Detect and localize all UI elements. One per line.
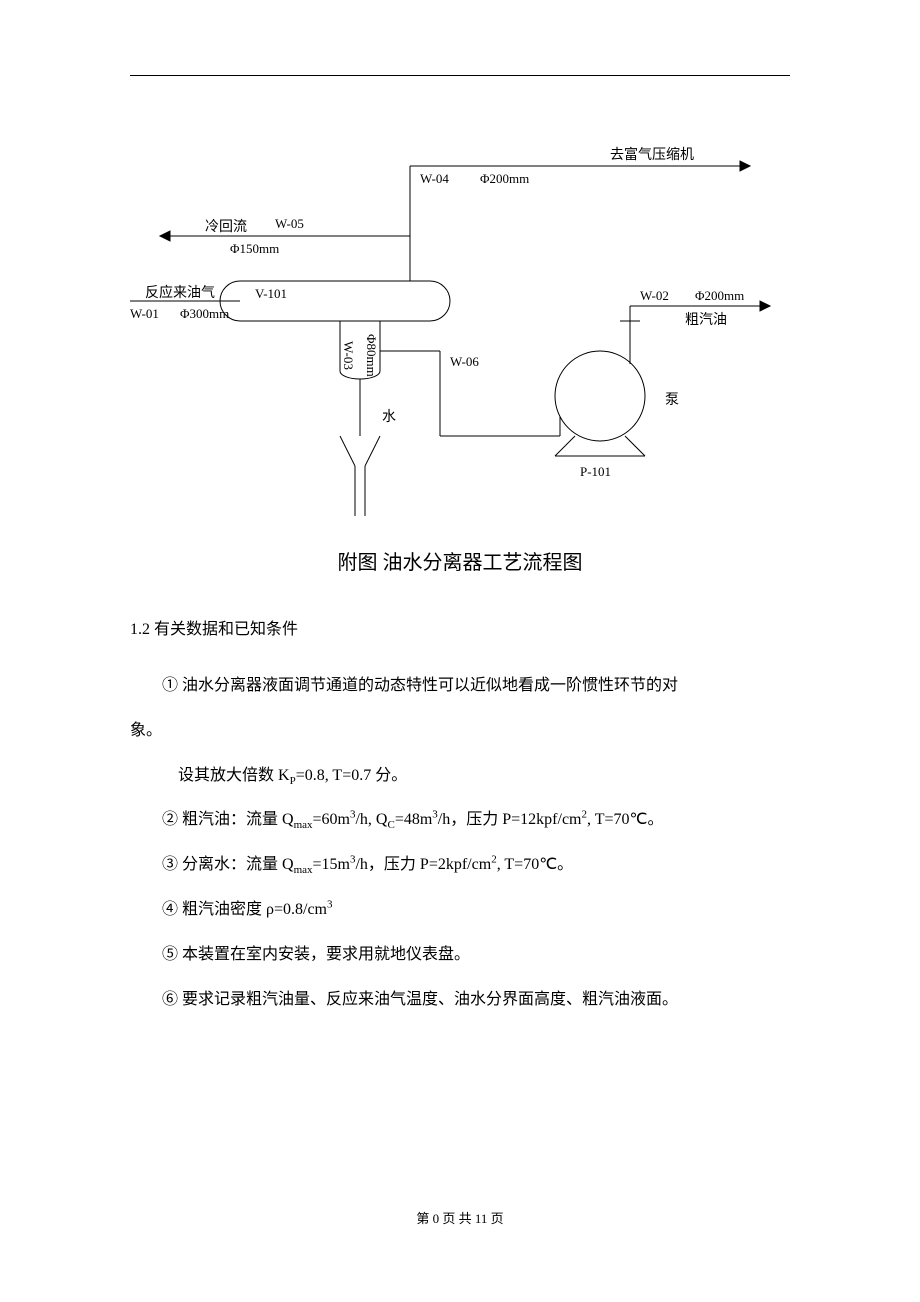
item2-sub1: max xyxy=(294,820,313,832)
item3-suffix: , T=70℃。 xyxy=(497,856,573,873)
item-1-line3: 设其放大倍数 KP=0.8, T=0.7 分。 xyxy=(130,754,790,799)
label-phi200-2: Φ200mm xyxy=(695,288,744,304)
item3-sub1: max xyxy=(294,864,313,876)
item3-mid2: /h，压力 P=2kpf/cm xyxy=(355,856,491,873)
label-phi200-1: Φ200mm xyxy=(480,171,529,187)
label-phi300: Φ300mm xyxy=(180,306,229,322)
label-pump: 泵 xyxy=(665,389,679,409)
section-heading: 1.2 有关数据和已知条件 xyxy=(130,615,790,639)
item2-mid1: =60m xyxy=(313,811,350,828)
page-footer: 第 0 页 共 11 页 xyxy=(0,1208,920,1227)
label-reaction-gas: 反应来油气 xyxy=(145,282,215,302)
item-1-line2: 象。 xyxy=(130,709,790,754)
item2-suffix: , T=70℃。 xyxy=(587,811,663,828)
label-w01: W-01 xyxy=(130,306,159,322)
label-top-arrow: 去富气压缩机 xyxy=(610,144,694,164)
label-w04: W-04 xyxy=(420,171,449,187)
item3-mid1: =15m xyxy=(313,856,350,873)
label-crude-oil: 粗汽油 xyxy=(685,309,727,329)
item2-sub2: C xyxy=(387,820,394,832)
label-v101: V-101 xyxy=(255,286,287,302)
process-flow-diagram: 去富气压缩机 W-04 Φ200mm 冷回流 W-05 Φ150mm 反应来油气… xyxy=(130,106,790,536)
label-p101: P-101 xyxy=(580,464,611,480)
item-3: ③ 分离水：流量 Qmax=15m3/h，压力 P=2kpf/cm2, T=70… xyxy=(130,843,790,888)
label-w03: W-03 xyxy=(340,341,356,370)
item4-prefix: ④ 粗汽油密度 ρ=0.8/cm xyxy=(162,901,327,918)
item2-mid4: /h，压力 P=12kpf/cm xyxy=(438,811,582,828)
item2-mid3: =48m xyxy=(395,811,432,828)
label-cold-reflux: 冷回流 xyxy=(205,216,247,236)
item1-line3-prefix: 设其放大倍数 K xyxy=(178,767,290,784)
label-w05: W-05 xyxy=(275,216,304,232)
header-rule xyxy=(130,75,790,76)
diagram-caption: 附图 油水分离器工艺流程图 xyxy=(130,546,790,575)
item-5: ⑤ 本装置在室内安装，要求用就地仪表盘。 xyxy=(130,933,790,978)
label-phi80: Φ80mm xyxy=(363,334,379,377)
label-w02: W-02 xyxy=(640,288,669,304)
label-w06: W-06 xyxy=(450,354,479,370)
item-2: ② 粗汽油：流量 Qmax=60m3/h, QC=48m3/h，压力 P=12k… xyxy=(130,798,790,843)
item2-prefix: ② 粗汽油：流量 Q xyxy=(162,811,294,828)
item2-mid2: /h, Q xyxy=(355,811,387,828)
item1-line3-suffix: =0.8, T=0.7 分。 xyxy=(296,767,408,784)
item3-prefix: ③ 分离水：流量 Q xyxy=(162,856,294,873)
item-4: ④ 粗汽油密度 ρ=0.8/cm3 xyxy=(130,888,790,933)
label-water: 水 xyxy=(382,406,396,426)
item-6: ⑥ 要求记录粗汽油量、反应来油气温度、油水分界面高度、粗汽油液面。 xyxy=(130,978,790,1023)
item4-sup: 3 xyxy=(327,899,333,911)
item-1-line1: ① 油水分离器液面调节通道的动态特性可以近似地看成一阶惯性环节的对 xyxy=(130,664,790,709)
label-phi150: Φ150mm xyxy=(230,241,279,257)
